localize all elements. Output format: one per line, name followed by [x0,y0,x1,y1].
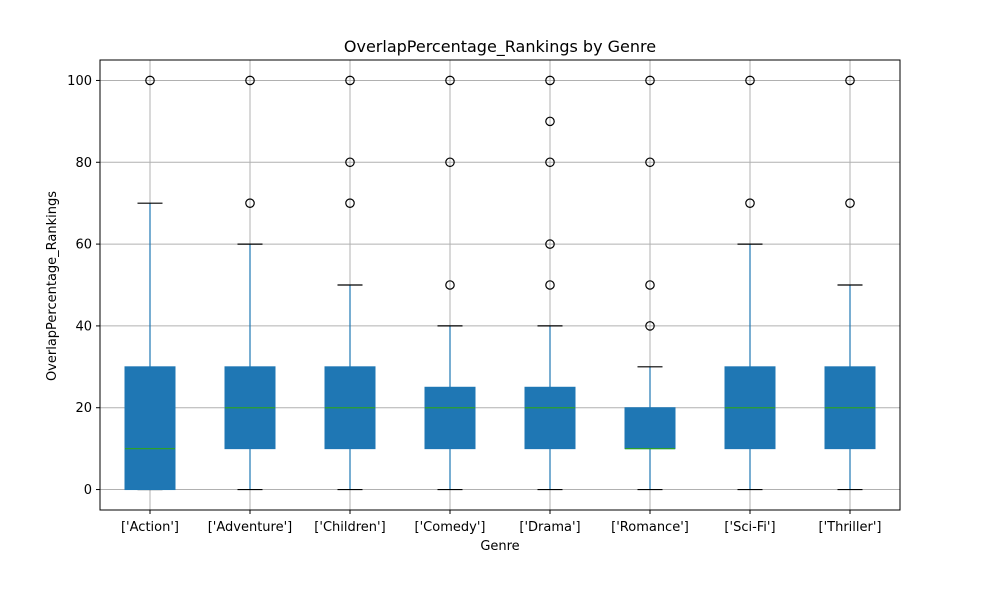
x-tick-label: ['Adventure'] [208,520,293,535]
axes-layer: 0 20 40 60 80 100 ['Action'] ['Adventure'] ['Chi… [67,59,901,535]
outlier-point [645,75,655,86]
outlier-point [345,75,355,86]
boxes-layer [124,75,876,491]
outlier-point [845,75,855,86]
outlier-point [645,321,655,331]
outlier-point [145,75,155,86]
grid-lines [100,60,900,510]
y-tick-label: 100 [67,74,92,89]
box [624,407,676,450]
x-tick-label: ['Sci-Fi'] [724,520,775,535]
x-axis-label: Genre [480,539,519,554]
outlier-point [545,116,555,127]
x-tick-label: ['Action'] [121,520,179,535]
outlier-point [545,239,555,249]
outlier-point [345,198,355,208]
outlier-point [245,198,255,208]
outlier-point [745,198,755,208]
outlier-point [245,75,255,86]
box-group-7 [824,75,876,491]
y-tick-label: 40 [75,319,92,334]
box-group-0 [124,75,176,491]
outlier-point [645,157,655,168]
outlier-point [545,75,555,86]
outlier-point [345,157,355,168]
outlier-point [545,280,555,290]
box-group-6 [724,75,776,491]
x-tick-label: ['Drama'] [519,520,580,535]
x-tick-label: ['Romance'] [611,520,689,535]
outlier-point [645,280,655,290]
y-tick-label: 60 [75,238,92,253]
box-group-3 [424,75,476,491]
x-tick-label: ['Thriller'] [819,520,882,535]
box [524,386,576,450]
chart-title: OverlapPercentage_Rankings by Genre [344,37,656,57]
outlier-point [545,157,555,168]
outlier-point [845,198,855,208]
outlier-point [745,75,755,86]
outlier-point [445,75,455,86]
x-tick-label: ['Children'] [314,520,385,535]
box-group-2 [324,75,376,491]
plot-frame [99,59,901,511]
y-axis-label: OverlapPercentage_Rankings [45,191,60,381]
box-group-5 [624,75,676,491]
y-tick-label: 0 [84,483,92,498]
y-tick-label: 80 [75,156,92,171]
box-group-1 [224,75,276,491]
outlier-point [445,157,455,168]
y-tick-label: 20 [75,401,92,416]
outlier-point [445,280,455,290]
box [124,366,176,491]
box-group-4 [524,75,576,491]
box [424,386,476,450]
x-tick-label: ['Comedy'] [415,520,486,535]
